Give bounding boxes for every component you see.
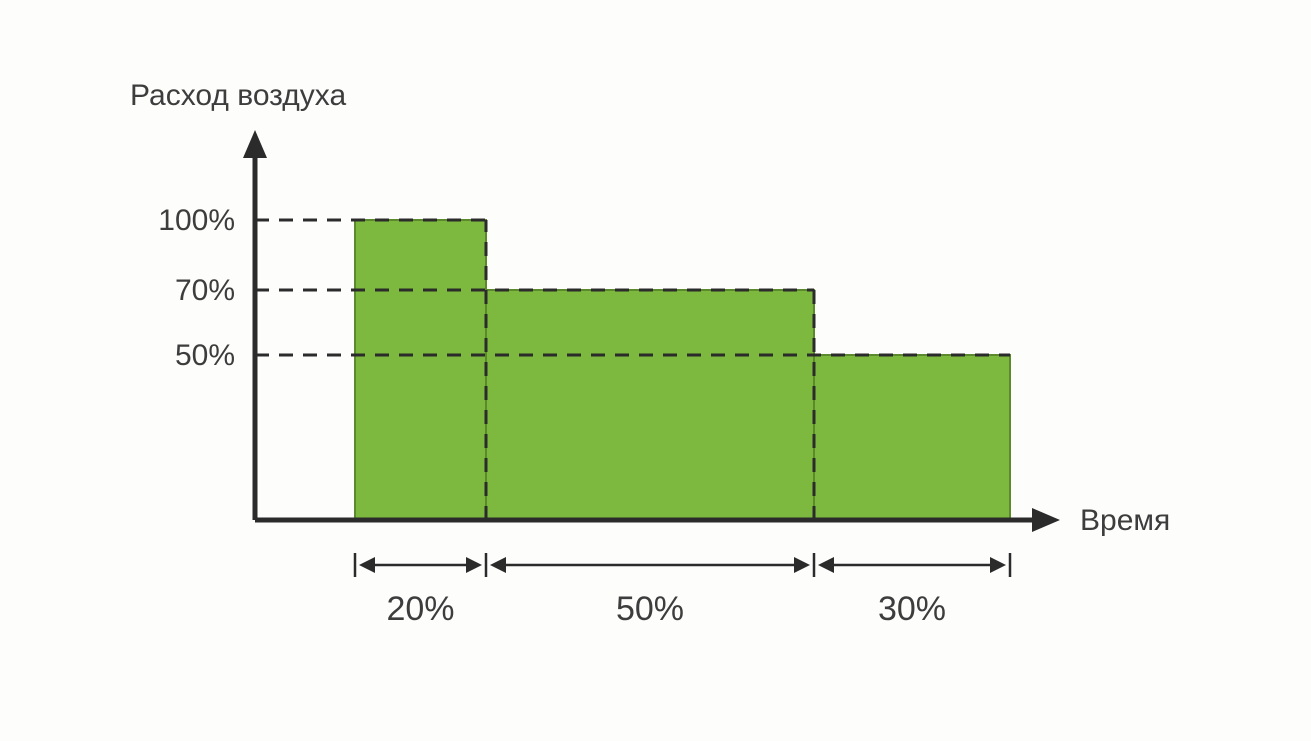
bracket-arrow-right-2 (990, 557, 1006, 573)
y-tick-label-100: 100% (158, 204, 235, 237)
width-label-2: 30% (878, 590, 946, 628)
bracket-arrow-left-2 (818, 557, 834, 573)
bar-segment-0 (355, 220, 486, 520)
bracket-arrow-right-0 (466, 557, 482, 573)
airflow-time-chart: 100% 70% 50% Расход воздуха Время 20% 50% 30% (0, 0, 1311, 741)
chart-svg: 100% 70% 50% Расход воздуха Время 20% 50% 30% (0, 0, 1311, 741)
y-tick-label-50: 50% (175, 339, 235, 372)
x-axis-title: Время (1080, 504, 1170, 537)
width-label-1: 50% (616, 590, 684, 628)
x-axis-arrow (1032, 508, 1060, 532)
width-label-0: 20% (386, 590, 454, 628)
bracket-arrow-left-1 (490, 557, 506, 573)
y-axis-arrow (243, 130, 267, 158)
bar-segment-2 (814, 355, 1010, 520)
bracket-arrow-left-0 (359, 557, 375, 573)
bar-segment-1 (486, 290, 814, 520)
y-tick-label-70: 70% (175, 274, 235, 307)
bracket-arrow-right-1 (794, 557, 810, 573)
y-axis-title: Расход воздуха (130, 79, 346, 112)
